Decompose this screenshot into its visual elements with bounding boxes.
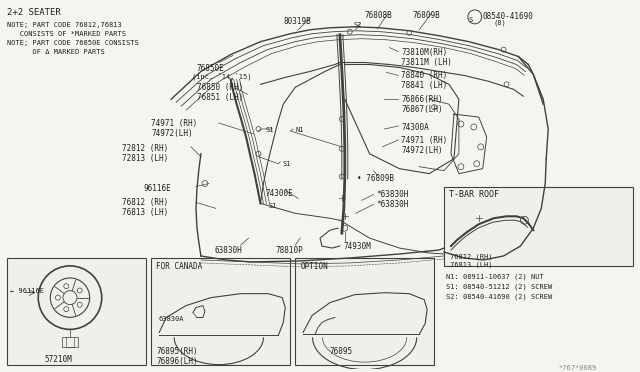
Text: 78841 (LH): 78841 (LH) (401, 81, 447, 90)
Text: • 76809B: • 76809B (356, 174, 394, 183)
Text: CONSISTS OF *MARKED PARTS: CONSISTS OF *MARKED PARTS (8, 31, 127, 37)
Text: S1: S1 (266, 127, 274, 133)
Text: 78810P: 78810P (275, 246, 303, 255)
Text: *767*0089: *767*0089 (558, 365, 596, 371)
Text: 80319B: 80319B (284, 17, 311, 26)
Bar (8, 258, 147, 365)
Text: 76813 (LH): 76813 (LH) (122, 208, 168, 217)
Text: NOTE; PART CODE 76850E CONSISTS: NOTE; PART CODE 76850E CONSISTS (8, 40, 140, 46)
Text: 76850 (RH): 76850 (RH) (197, 83, 243, 92)
Text: 76895: 76895 (330, 347, 353, 356)
Text: 76850E: 76850E (197, 64, 225, 74)
Text: 74300A: 74300A (401, 123, 429, 132)
Text: 2+2 SEATER: 2+2 SEATER (8, 8, 61, 17)
Text: 63830H: 63830H (215, 246, 243, 255)
Text: (inc. ̔14,̔15): (inc. ̔14,̔15) (192, 73, 252, 81)
Text: OF Δ MARKED PARTS: OF Δ MARKED PARTS (8, 49, 105, 55)
Text: 63830A: 63830A (158, 315, 184, 321)
Text: S1: S1 (282, 161, 291, 167)
Text: 74930M: 74930M (344, 242, 372, 251)
Text: 73810M(RH): 73810M(RH) (401, 48, 447, 57)
Text: 08540-41690: 08540-41690 (483, 12, 534, 21)
Text: 74972(LH): 74972(LH) (151, 129, 193, 138)
Text: 78840 (RH): 78840 (RH) (401, 71, 447, 80)
Text: 76808B: 76808B (365, 11, 392, 20)
Text: 74972(LH): 74972(LH) (401, 146, 443, 155)
Text: 73811M (LH): 73811M (LH) (401, 58, 452, 67)
Bar (444, 186, 632, 266)
Text: 74971 (RH): 74971 (RH) (401, 136, 447, 145)
Text: 76867(LH): 76867(LH) (401, 105, 443, 114)
Bar (295, 258, 434, 365)
Text: 76812 (RH): 76812 (RH) (450, 254, 492, 260)
Text: S: S (468, 17, 473, 23)
Text: ← 96116E: ← 96116E (10, 288, 44, 294)
Text: OPTION: OPTION (300, 262, 328, 271)
Text: *63830H: *63830H (376, 190, 409, 199)
Text: S1: 08540-51212 (2) SCREW: S1: 08540-51212 (2) SCREW (446, 284, 552, 290)
Text: 76813 (LH): 76813 (LH) (450, 262, 492, 269)
Text: 72812 (RH): 72812 (RH) (122, 144, 168, 153)
Bar (62, 337, 78, 347)
Text: NOTE; PART CODE 76812,76813: NOTE; PART CODE 76812,76813 (8, 22, 122, 28)
Text: *63830H: *63830H (376, 201, 409, 209)
Text: 76809B: 76809B (412, 11, 440, 20)
Text: 76896(LH): 76896(LH) (156, 357, 198, 366)
Text: S2: 08540-41690 (2) SCREW: S2: 08540-41690 (2) SCREW (446, 294, 552, 300)
Text: 57210M: 57210M (44, 355, 72, 364)
Text: N1: 08911-10637 (2) NUT: N1: 08911-10637 (2) NUT (446, 274, 544, 280)
Text: 72813 (LH): 72813 (LH) (122, 154, 168, 163)
Bar (151, 258, 290, 365)
Text: 74300E: 74300E (266, 189, 293, 198)
Text: 76895(RH): 76895(RH) (156, 347, 198, 356)
Text: S1: S1 (268, 203, 277, 209)
Text: S2: S2 (354, 22, 362, 28)
Text: N1: N1 (295, 127, 304, 133)
Text: 96116E: 96116E (143, 183, 171, 193)
Text: (8): (8) (493, 20, 506, 26)
Text: 74971 (RH): 74971 (RH) (151, 119, 198, 128)
Text: 76851 (LH): 76851 (LH) (197, 93, 243, 102)
Text: 76812 (RH): 76812 (RH) (122, 198, 168, 208)
Text: 76866(RH): 76866(RH) (401, 95, 443, 104)
Text: T-BAR ROOF: T-BAR ROOF (449, 190, 499, 199)
Text: FOR CANADA: FOR CANADA (156, 262, 202, 271)
